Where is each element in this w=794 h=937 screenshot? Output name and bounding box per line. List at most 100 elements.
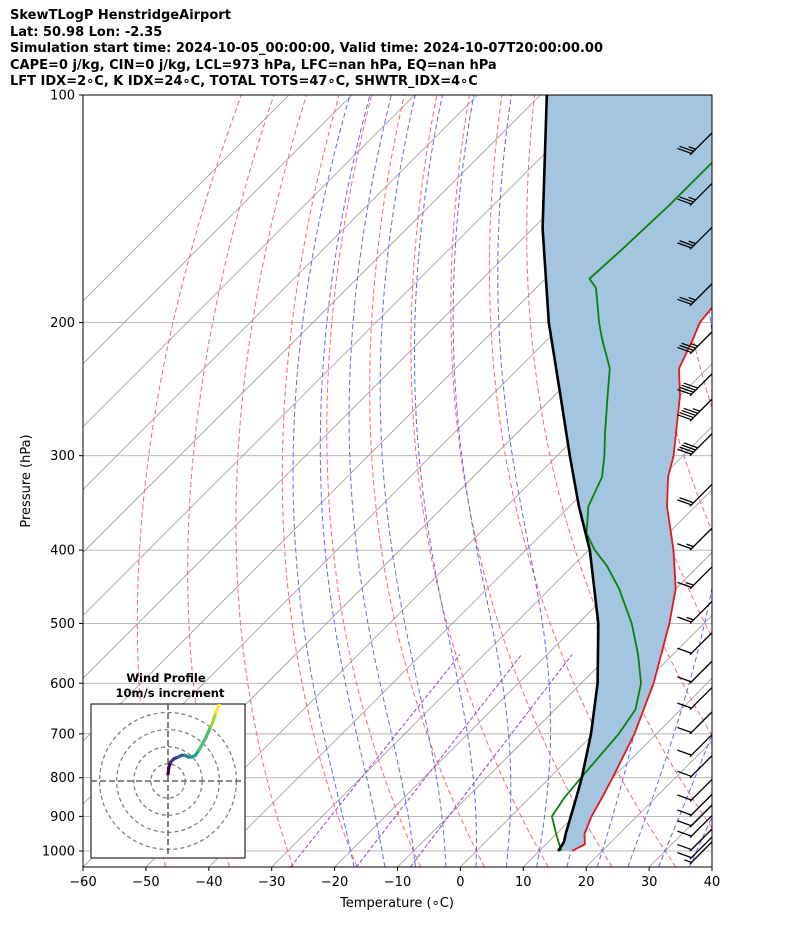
barb-flag	[677, 647, 692, 654]
isotherm	[83, 95, 353, 365]
wind-barb	[677, 734, 713, 757]
dry-adiabat	[450, 95, 613, 867]
cape-line: CAPE=0 j/kg, CIN=0 j/kg, LCL=973 hPa, LF…	[10, 57, 497, 73]
barb-staff	[689, 828, 713, 852]
isotherm	[83, 95, 415, 428]
x-tick-label: 40	[704, 875, 721, 890]
barb-staff	[689, 183, 713, 206]
chart-title: SkewTLogP HenstridgeAirport	[10, 8, 231, 23]
hodograph-subtitle: 10m/s increment	[116, 686, 225, 700]
hodograph-title: Wind Profile	[126, 671, 206, 685]
wind-barb	[677, 815, 713, 839]
x-tick-label: 20	[578, 875, 595, 890]
barb-staff	[689, 836, 713, 860]
barb-half-flag	[686, 616, 694, 621]
x-tick-label: −40	[195, 875, 222, 890]
barb-flag	[679, 446, 694, 453]
barb-flag	[683, 382, 698, 389]
x-tick-label: −10	[384, 875, 411, 890]
barb-half-flag	[688, 196, 696, 201]
barb-staff	[689, 793, 713, 817]
x-tick-label: 0	[456, 875, 464, 890]
moist-adiabat	[658, 733, 712, 867]
wind-barb	[677, 828, 713, 852]
isotherm	[83, 95, 541, 554]
barb-flag	[679, 196, 694, 203]
axes: −60 −50 −40 −30 −20 −10 0 10 20 30 40 100 200 300 400 5…	[42, 89, 720, 891]
wind-barb	[677, 132, 713, 156]
x-tick-label: −60	[69, 875, 96, 890]
barb-half-flag	[688, 240, 696, 245]
barb-flag	[679, 145, 694, 152]
dry-adiabat	[410, 95, 549, 867]
barb-flag	[677, 616, 692, 623]
barb-flag	[679, 296, 694, 303]
barb-half-flag	[690, 342, 698, 347]
barb-flag	[677, 843, 692, 851]
y-tick-label: 700	[50, 727, 75, 742]
barb-staff	[689, 779, 713, 802]
barb-flag	[677, 448, 692, 455]
barb-staff	[689, 804, 713, 828]
wind-barbs	[677, 132, 713, 865]
dry-adiabat	[488, 95, 677, 867]
barb-flag	[677, 770, 692, 777]
barb-staff	[689, 527, 713, 551]
barb-flag	[679, 240, 694, 247]
wind-barb	[677, 433, 713, 457]
barb-staff	[689, 483, 713, 507]
barb-staff	[689, 132, 713, 156]
isotherm	[397, 551, 712, 867]
isotherm	[83, 95, 604, 616]
x-tick-label: −50	[132, 875, 159, 890]
barb-half-flag	[692, 408, 701, 412]
y-tick-label: 100	[50, 89, 75, 104]
wind-barb	[677, 711, 713, 735]
cin-shading	[542, 95, 712, 851]
barb-flag	[677, 726, 692, 734]
indices-line: LFT IDX=2∘C, K IDX=24∘C, TOTAL TOTS=47∘C…	[10, 74, 478, 90]
hodograph-segment	[204, 724, 213, 740]
moist-adiabat	[627, 95, 712, 867]
y-tick-label: 200	[50, 316, 75, 331]
barb-flag	[677, 676, 692, 683]
isotherm	[83, 95, 478, 491]
isotherm	[711, 866, 712, 867]
barb-staff	[689, 815, 713, 839]
wind-barb	[677, 398, 713, 422]
barb-half-flag	[686, 543, 694, 548]
isotherm	[271, 426, 712, 867]
barb-flag	[679, 344, 694, 351]
moist-adiabat	[452, 95, 512, 867]
y-tick-label: 800	[50, 771, 75, 786]
wind-barb	[677, 183, 713, 206]
mixing-ratio-line	[409, 654, 573, 867]
wind-barb	[677, 483, 713, 507]
barb-flag	[677, 147, 692, 155]
barb-half-flag	[688, 296, 696, 301]
wind-barb	[677, 566, 713, 590]
moist-adiabat	[379, 95, 447, 867]
barb-flag	[677, 298, 692, 305]
dry-adiabat	[235, 95, 307, 867]
barb-staff	[689, 755, 713, 779]
barb-flag	[683, 407, 698, 414]
barb-flag	[677, 749, 692, 756]
wind-barb	[677, 660, 713, 684]
moist-adiabat	[319, 95, 386, 867]
mixing-ratio-line	[290, 654, 461, 867]
profile-lines	[541, 95, 712, 852]
barb-flag	[677, 702, 692, 709]
wind-barb	[677, 226, 713, 250]
x-tick-label: −20	[321, 875, 348, 890]
y-tick-label: 300	[50, 449, 75, 464]
dewpoint-line	[551, 161, 712, 852]
x-axis-label: Temperature (∘C)	[339, 896, 454, 911]
barb-flag	[677, 414, 692, 421]
dry-adiabat	[281, 95, 358, 867]
barb-staff	[689, 226, 713, 250]
barb-flag	[681, 384, 696, 391]
moist-adiabat	[414, 95, 477, 867]
moist-adiabat	[497, 95, 552, 867]
